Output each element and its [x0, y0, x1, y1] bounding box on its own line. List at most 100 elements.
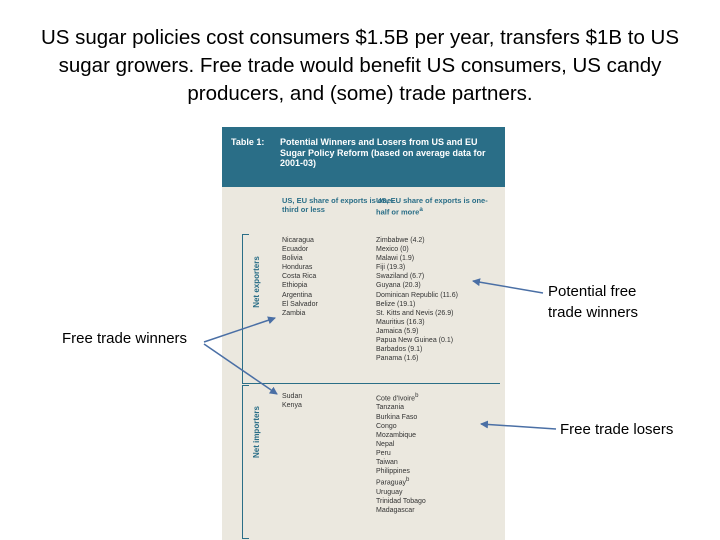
country-name: Costa Rica — [282, 273, 317, 281]
winners-annotation: Free trade winners — [62, 330, 188, 347]
country-name: Fiji (19.3) — [376, 264, 406, 272]
country-name: Malawi (1.9) — [376, 255, 415, 263]
country-name: Philippines — [376, 468, 410, 476]
country-name: Burkina Faso — [376, 413, 418, 421]
footnote-b: b — [415, 393, 419, 399]
country-name: Nepal — [376, 440, 395, 448]
country-entry: Nepal — [376, 440, 426, 449]
country-name: Mauritius (16.3) — [376, 318, 425, 326]
country-entry: Uruguay — [376, 488, 426, 497]
potential-winners-line-2: trade winners — [548, 304, 639, 321]
country-entry: Taiwan — [376, 458, 426, 467]
column-header-low-share: US, EU share of exports is one-third or … — [282, 196, 402, 214]
country-name: Zambia — [282, 309, 306, 317]
country-name: El Salvador — [282, 300, 318, 308]
table-title: Potential Winners and Losers from US and… — [280, 137, 486, 168]
importers-bracket — [242, 385, 249, 539]
country-name: Guyana (20.3) — [376, 282, 421, 290]
country-name: Trinidad Tobago — [376, 497, 426, 505]
country-entry: Tanzania — [376, 403, 426, 412]
potential-winners-line-1: Potential free — [548, 283, 637, 300]
exporters-high-share-list: Zimbabwe (4.2) Mexico (0) Malawi (1.9) Fiji… — [376, 236, 458, 363]
country-name: Belize (19.1) — [376, 300, 416, 308]
potential-winners-annotation: Potential free trade winners — [548, 281, 638, 323]
country-entry: Nicaragua — [282, 236, 318, 245]
country-entry: Ethiopia — [282, 281, 318, 290]
country-entry: Kenya — [282, 401, 302, 410]
country-name: Panama (1.6) — [376, 355, 419, 363]
column-header-high-share: US, EU share of exports is one-half or m… — [376, 196, 496, 217]
country-name: Taiwan — [376, 458, 398, 466]
country-name: Swaziland (6.7) — [376, 273, 425, 281]
importers-low-share-list: Sudan Kenya — [282, 392, 302, 410]
country-entry: Jamaica (5.9) — [376, 327, 458, 336]
country-entry: Swaziland (6.7) — [376, 272, 458, 281]
country-name: Cote d'Ivoire — [376, 395, 416, 403]
country-name: Papua New Guinea (0.1) — [376, 337, 454, 345]
country-name: Ecuador — [282, 246, 309, 254]
country-entry: Peru — [376, 449, 426, 458]
country-name: Kenya — [282, 402, 302, 410]
country-entry: Barbados (9.1) — [376, 345, 458, 354]
exporters-low-share-list: Nicaragua Ecuador Bolivia Honduras Costa Ric… — [282, 236, 318, 318]
country-entry: Cote d'Ivoireb — [376, 392, 426, 403]
country-name: Honduras — [282, 264, 313, 272]
country-entry: Sudan — [282, 392, 302, 401]
footnote-b: b — [405, 477, 410, 484]
country-entry: Paraguayb — [376, 476, 426, 487]
country-name: Madagascar — [376, 506, 415, 514]
country-name: St. Kitts and Nevis (26.9) — [376, 309, 454, 317]
country-name: Zimbabwe (4.2) — [376, 237, 425, 244]
country-name: Bolivia — [282, 255, 303, 263]
country-name: Mozambique — [376, 431, 417, 439]
country-name: Dominican Republic (11.6) — [376, 291, 458, 299]
importers-high-share-list: Cote d'Ivoireb Tanzania Burkina Faso Congo M… — [376, 392, 426, 515]
country-name: Tanzania — [376, 404, 405, 412]
country-entry: Papua New Guinea (0.1) — [376, 336, 458, 345]
country-entry: Madagascar — [376, 506, 426, 515]
footnote-a: a — [419, 206, 423, 213]
country-entry: Guyana (20.3) — [376, 281, 458, 290]
country-entry: Belize (19.1) — [376, 300, 458, 309]
column-header-low-share-text: US, EU share of exports is one-third or … — [282, 196, 394, 214]
country-entry: Mozambique — [376, 431, 426, 440]
country-entry: Malawi (1.9) — [376, 254, 458, 263]
country-entry: Burkina Faso — [376, 413, 426, 422]
country-entry: Fiji (19.3) — [376, 263, 458, 272]
country-entry: Ecuador — [282, 245, 318, 254]
country-entry: Costa Rica — [282, 272, 318, 281]
country-entry: Zambia — [282, 309, 318, 318]
country-name: Argentina — [282, 291, 312, 299]
group-divider — [242, 383, 500, 384]
losers-annotation: Free trade losers — [560, 421, 674, 438]
country-name: Sudan — [282, 393, 303, 400]
country-name: Uruguay — [376, 488, 403, 496]
country-entry: Panama (1.6) — [376, 354, 458, 363]
table-caption-bar: Table 1: Potential Winners and Losers fr… — [222, 127, 505, 187]
slide-title: US sugar policies cost consumers $1.5B p… — [40, 26, 680, 105]
table-number: Table 1: — [231, 137, 265, 147]
arrow-to-losers — [480, 420, 557, 430]
country-name: Congo — [376, 422, 397, 430]
column-header-high-share-text: US, EU share of exports is one-half or m… — [376, 196, 488, 217]
country-entry: Philippines — [376, 467, 426, 476]
country-entry: Honduras — [282, 263, 318, 272]
country-entry: Bolivia — [282, 254, 318, 263]
country-entry: Congo — [376, 422, 426, 431]
arrow-to-potential-winners — [472, 278, 544, 294]
sugar-policy-table-figure: Table 1: Potential Winners and Losers fr… — [222, 127, 505, 540]
country-name: Ethiopia — [282, 282, 308, 290]
country-entry: Mexico (0) — [376, 245, 458, 254]
arrow-to-winners-lower — [203, 343, 278, 395]
country-entry: St. Kitts and Nevis (26.9) — [376, 309, 458, 318]
arrow-to-winners-upper — [203, 316, 276, 343]
country-entry: Mauritius (16.3) — [376, 318, 458, 327]
country-name: Peru — [376, 449, 391, 457]
country-entry: Zimbabwe (4.2) — [376, 236, 458, 245]
country-name: Paraguay — [376, 479, 406, 487]
country-entry: Dominican Republic (11.6) — [376, 291, 458, 300]
country-name: Mexico (0) — [376, 246, 409, 254]
country-name: Jamaica (5.9) — [376, 327, 419, 335]
country-name: Nicaragua — [282, 237, 314, 244]
